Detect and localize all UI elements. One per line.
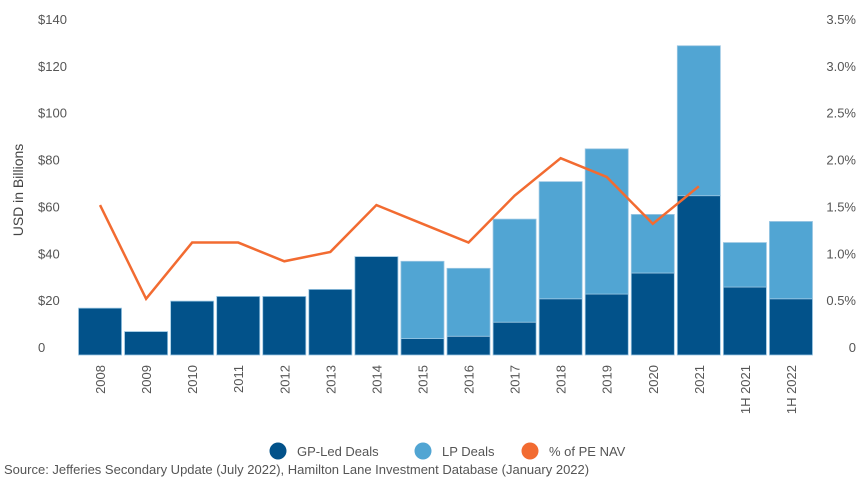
- x-tick-label: 2012: [277, 365, 292, 394]
- x-tick-label: 2010: [185, 365, 200, 394]
- legend-label: GP-Led Deals: [297, 444, 379, 459]
- legend: GP-Led Deals LP Deals % of PE NAV: [269, 442, 626, 460]
- y-right-tick-label: 3.5%: [826, 12, 856, 27]
- bar-gp-led-deals: [78, 307, 122, 356]
- x-axis: 2008 2009 2010 2011 2012 2013 2014 2015 2016 2017…: [93, 365, 799, 414]
- line-series-group: [98, 156, 700, 302]
- x-tick-label: 2011: [231, 365, 246, 393]
- bar-gp-led-deals: [722, 286, 767, 356]
- y-right-tick-label: 2.0%: [826, 153, 856, 168]
- bar-gp-led-deals: [354, 256, 399, 356]
- y-tick-label: $140: [38, 12, 67, 27]
- x-tick-label: 2018: [554, 365, 569, 394]
- bar-gp-led-deals: [446, 335, 491, 356]
- bar-gp-led-deals: [308, 288, 353, 356]
- left-y-axis: 0 $20 $40 $60 $80 $100 $120 $140: [38, 12, 67, 355]
- y-tick-label: $60: [38, 199, 60, 214]
- right-y-axis: 0 0.5% 1.0% 1.5% 2.0% 2.5% 3.0% 3.5%: [826, 12, 856, 355]
- bar-gp-led-deals: [676, 195, 721, 356]
- x-tick-label: 2021: [692, 365, 707, 394]
- y-tick-label: $100: [38, 106, 67, 121]
- bar-gp-led-deals: [492, 321, 537, 356]
- line-pct-pe-nav: [98, 156, 700, 302]
- bar-gp-led-deals: [216, 296, 261, 356]
- y-tick-label: 0: [38, 340, 45, 355]
- x-tick-label: 2014: [369, 365, 384, 394]
- y-axis-label: USD in Billions: [10, 144, 26, 237]
- x-tick-label: 2016: [462, 365, 477, 394]
- bar-lp-deals: [400, 260, 445, 339]
- bars-group: [78, 45, 813, 356]
- y-right-tick-label: 0: [849, 340, 856, 355]
- y-tick-label: $20: [38, 293, 60, 308]
- y-tick-label: $120: [38, 59, 67, 74]
- legend-swatch: [521, 442, 539, 460]
- x-tick-label: 1H 2021: [738, 365, 753, 414]
- bar-gp-led-deals: [124, 331, 169, 356]
- legend-swatch: [414, 442, 432, 460]
- x-tick-label: 2020: [646, 365, 661, 394]
- bar-lp-deals: [538, 181, 583, 300]
- y-right-tick-label: 3.0%: [826, 59, 856, 74]
- x-tick-label: 2008: [93, 365, 108, 394]
- y-right-tick-label: 2.5%: [826, 106, 856, 121]
- x-tick-label: 2017: [508, 365, 523, 394]
- bar-lp-deals: [676, 45, 721, 197]
- x-tick-label: 2009: [139, 365, 154, 394]
- bar-gp-led-deals: [769, 298, 813, 356]
- bar-lp-deals: [584, 148, 629, 295]
- legend-label: LP Deals: [442, 444, 495, 459]
- x-tick-label: 2015: [415, 365, 430, 394]
- bar-lp-deals: [722, 242, 767, 288]
- bar-lp-deals: [769, 221, 813, 300]
- x-tick-label: 2013: [323, 365, 338, 394]
- legend-label: % of PE NAV: [549, 444, 626, 459]
- bar-gp-led-deals: [170, 300, 215, 356]
- y-right-tick-label: 1.5%: [826, 199, 856, 214]
- bar-gp-led-deals: [630, 272, 675, 356]
- bar-gp-led-deals: [400, 338, 445, 356]
- source-note: Source: Jefferies Secondary Update (July…: [4, 462, 590, 477]
- x-tick-label: 1H 2022: [784, 365, 799, 414]
- y-tick-label: $80: [38, 153, 60, 168]
- bar-gp-led-deals: [584, 293, 629, 356]
- bar-gp-led-deals: [262, 296, 307, 356]
- legend-swatch: [269, 442, 287, 460]
- y-right-tick-label: 1.0%: [826, 246, 856, 261]
- bar-lp-deals: [446, 267, 491, 337]
- y-right-tick-label: 0.5%: [826, 293, 856, 308]
- bar-lp-deals: [492, 218, 537, 323]
- y-tick-label: $40: [38, 246, 60, 261]
- bar-gp-led-deals: [538, 298, 583, 356]
- x-tick-label: 2019: [600, 365, 615, 394]
